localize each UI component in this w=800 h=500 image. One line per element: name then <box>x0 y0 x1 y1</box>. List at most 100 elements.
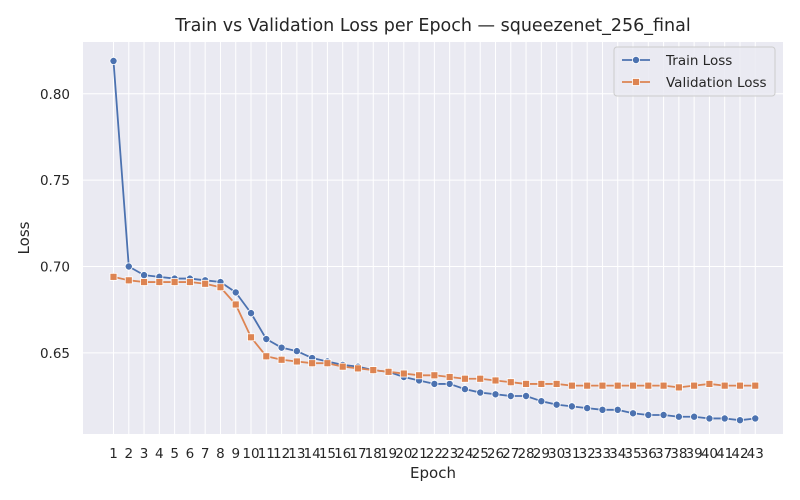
legend: Train Loss Validation Loss <box>613 46 776 97</box>
train-loss-point <box>552 400 561 409</box>
y-tick-label: 0.70 <box>40 259 70 275</box>
x-tick-label: 37 <box>655 446 672 462</box>
validation-loss-point <box>522 380 530 388</box>
validation-loss-point <box>185 278 194 286</box>
train-loss-point <box>720 414 729 423</box>
validation-loss-point <box>155 278 164 286</box>
x-tick-label: 14 <box>304 446 321 462</box>
validation-loss-point <box>537 380 546 388</box>
validation-loss-point <box>476 374 485 383</box>
validation-loss-point <box>323 359 332 368</box>
x-tick-label: 41 <box>716 446 733 462</box>
train-loss-point <box>247 309 256 318</box>
validation-loss-point <box>399 369 408 378</box>
validation-loss-point <box>491 376 500 385</box>
train-loss-point <box>124 262 133 271</box>
legend-box <box>613 46 776 97</box>
x-tick-label: 27 <box>502 446 519 462</box>
y-tick-label: 0.80 <box>40 87 70 103</box>
train-loss-point <box>506 392 515 401</box>
x-tick-label: 13 <box>288 446 305 462</box>
validation-loss-point <box>720 381 729 390</box>
series-layer <box>109 56 760 425</box>
train-loss-point <box>262 335 271 344</box>
validation-loss-point <box>461 374 469 383</box>
validation-loss-point <box>659 381 668 390</box>
train-loss-point <box>735 416 744 425</box>
train-loss-point <box>690 412 699 421</box>
x-tick-label: 24 <box>456 446 473 462</box>
x-tick-label: 4 <box>155 446 164 462</box>
x-tick-label: 36 <box>640 446 657 462</box>
validation-loss-point <box>644 381 653 390</box>
x-tick-label: 35 <box>624 446 641 462</box>
x-tick-label: 33 <box>594 446 611 462</box>
tick-labels: 1 2 3 4 5 6 7 8 9 1011121314151617181920212223242… <box>40 87 764 462</box>
train-loss-point <box>613 405 622 414</box>
validation-loss-point <box>568 381 576 390</box>
train-loss-point <box>460 385 469 394</box>
train-loss-point <box>705 414 714 423</box>
validation-loss-point <box>613 381 622 390</box>
x-tick-label: 7 <box>201 446 210 462</box>
series-validation-loss <box>109 272 760 392</box>
validation-loss-point <box>308 359 317 368</box>
validation-loss-point <box>124 276 133 285</box>
train-loss-point <box>674 412 683 421</box>
y-tick-label: 0.65 <box>40 346 70 362</box>
legend-train-marker <box>632 56 641 65</box>
validation-loss-point <box>109 272 118 281</box>
train-loss-point <box>445 379 454 388</box>
x-tick-label: 2 <box>124 446 133 462</box>
legend-validation-label: Validation Loss <box>666 75 767 91</box>
legend-validation-marker <box>632 78 640 86</box>
validation-loss-point <box>445 373 454 381</box>
validation-loss-point <box>384 367 393 376</box>
x-tick-label: 8 <box>216 446 225 462</box>
train-loss-point <box>629 409 638 418</box>
train-loss-point <box>231 288 240 297</box>
x-tick-label: 20 <box>395 446 412 462</box>
validation-loss-point <box>674 383 683 392</box>
x-tick-label: 10 <box>242 446 259 462</box>
train-loss-point <box>567 402 576 411</box>
x-tick-label: 38 <box>670 446 687 462</box>
validation-loss-point <box>216 283 225 292</box>
x-tick-label: 21 <box>411 446 428 462</box>
x-tick-label: 30 <box>548 446 565 462</box>
train-loss-point <box>491 390 500 399</box>
validation-loss-point <box>583 381 592 390</box>
train-loss-point <box>659 411 668 420</box>
validation-loss-point <box>231 300 240 309</box>
x-tick-label: 5 <box>170 446 179 462</box>
train-loss-point <box>109 56 118 65</box>
train-loss-point <box>140 271 149 280</box>
validation-loss-point <box>415 371 424 380</box>
train-loss-point <box>522 392 531 401</box>
validation-loss-point <box>430 371 439 380</box>
x-tick-label: 42 <box>731 446 748 462</box>
validation-loss-point <box>751 381 760 390</box>
train-loss-point <box>583 404 592 413</box>
chart-title: Train vs Validation Loss per Epoch — squ… <box>174 16 690 36</box>
validation-loss-point <box>262 352 271 361</box>
x-tick-label: 40 <box>701 446 718 462</box>
validation-loss-point <box>506 378 515 387</box>
validation-loss-point <box>140 278 148 286</box>
x-tick-label: 9 <box>231 446 240 462</box>
x-tick-label: 25 <box>472 446 489 462</box>
train-loss-point <box>430 379 439 388</box>
validation-loss-point <box>170 278 179 286</box>
train-loss-point <box>644 411 653 420</box>
train-loss-point <box>292 347 301 356</box>
validation-loss-point <box>247 333 255 342</box>
validation-loss-point <box>338 362 347 371</box>
x-tick-label: 43 <box>747 446 764 462</box>
x-tick-label: 28 <box>517 446 534 462</box>
x-tick-label: 16 <box>334 446 351 462</box>
x-tick-label: 19 <box>380 446 397 462</box>
train-loss-point <box>277 343 286 352</box>
validation-loss-point <box>277 355 286 364</box>
validation-loss-point <box>552 380 561 388</box>
